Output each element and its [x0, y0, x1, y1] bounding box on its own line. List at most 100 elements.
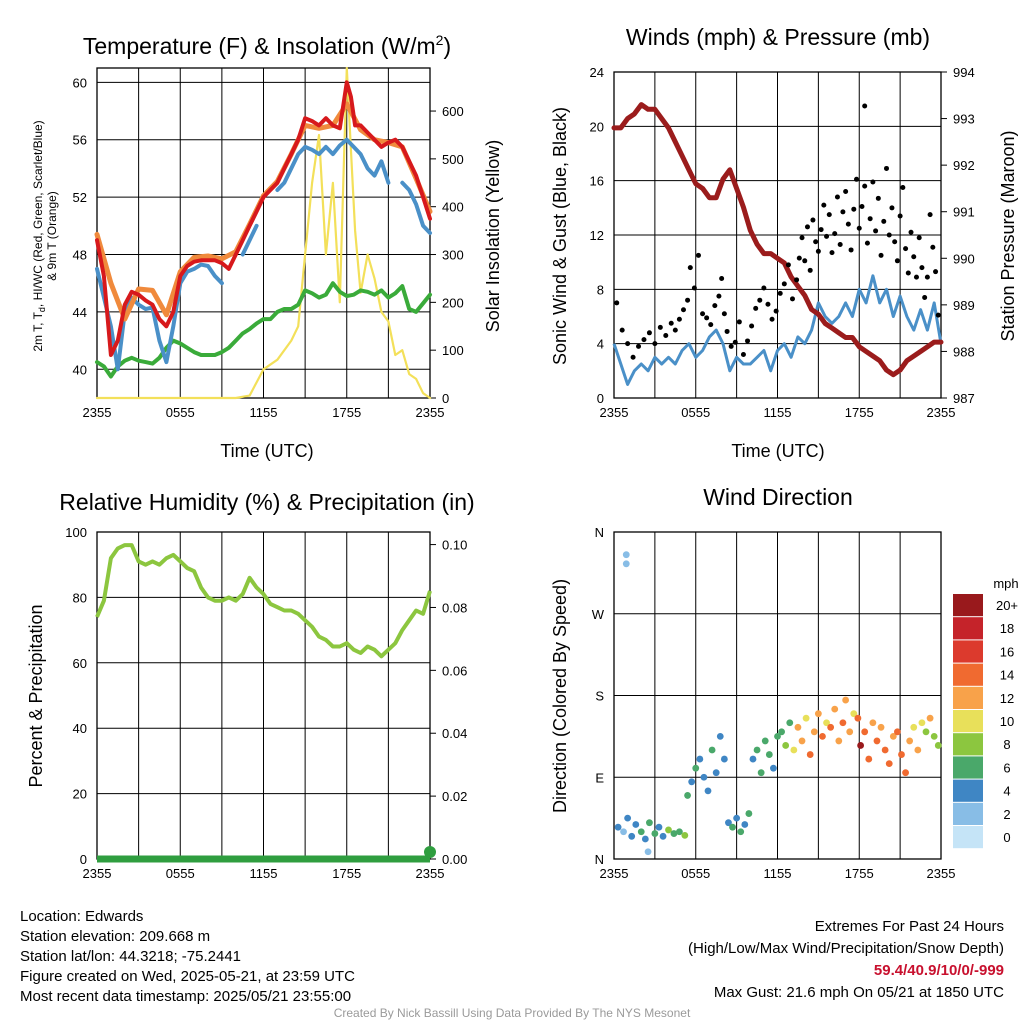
winds-x-tick: 0555: [681, 405, 710, 420]
direction-point: [681, 831, 689, 839]
direction-frame: [613, 531, 942, 860]
direction-point: [644, 848, 652, 856]
extremes-block: Extremes For Past 24 Hours (High/Low/Max…: [688, 916, 1004, 1004]
rh-x-tick: 2355: [416, 866, 445, 881]
gust-point: [897, 213, 903, 219]
winds-y-label: Sonic Wind & Gust (Blue, Black): [550, 107, 570, 365]
temperature-y2-tick: 400: [442, 200, 464, 215]
direction-y-label: Direction (Colored By Speed): [550, 579, 570, 813]
gust-point: [919, 265, 925, 271]
gust-point: [663, 333, 669, 339]
direction-point: [624, 814, 632, 822]
gust-point: [864, 240, 870, 246]
gust-point: [614, 300, 620, 306]
gust-point: [875, 195, 881, 201]
legend-swatch: [953, 710, 983, 733]
winds-y2-tick: 993: [953, 112, 975, 127]
gust-point: [676, 316, 682, 322]
direction-point: [930, 732, 938, 740]
direction-x-tick: 1155: [764, 866, 792, 881]
gust-point: [851, 206, 857, 212]
direction-point: [676, 828, 683, 836]
winds-x-tick: 2355: [600, 405, 629, 420]
recent-timestamp: Most recent data timestamp: 2025/05/21 2…: [20, 988, 352, 1005]
direction-point: [753, 746, 761, 754]
winds-x-tick: 1755: [845, 405, 874, 420]
temperature-y2-tick: 300: [442, 248, 464, 263]
winds-y2-tick: 991: [953, 205, 975, 220]
direction-point: [794, 723, 802, 731]
direction-x-tick: 2355: [927, 866, 956, 881]
gust-point: [757, 297, 763, 303]
gust-point: [908, 229, 914, 235]
direction-point: [620, 828, 627, 836]
gust-point: [712, 303, 718, 309]
gust-point: [829, 250, 835, 256]
legend-label: 6: [1003, 760, 1010, 775]
direction-point: [614, 823, 622, 831]
gust-point: [818, 227, 824, 233]
gust-point: [804, 224, 810, 230]
gust-point: [935, 312, 941, 318]
direction-point: [854, 714, 862, 722]
rh-y2-tick: 0.04: [442, 726, 467, 741]
temperature-y-tick: 56: [73, 133, 87, 148]
temperature-y-tick: 48: [73, 248, 87, 263]
gust-point: [840, 209, 846, 215]
gust-point: [781, 281, 787, 287]
gust-point: [913, 274, 919, 280]
extremes-values: 59.4/40.9/10/0/-999: [873, 962, 1004, 979]
direction-point: [869, 719, 877, 727]
rh-x-tick: 1155: [250, 866, 278, 881]
precip-end-marker: [424, 846, 436, 858]
gust-point: [826, 212, 832, 218]
direction-point: [786, 719, 794, 727]
gust-point: [862, 183, 868, 189]
direction-x-tick: 0555: [681, 866, 710, 881]
temperature-y-tick: 44: [73, 305, 87, 320]
legend-swatch: [953, 686, 983, 709]
legend-swatch: [953, 779, 983, 802]
gust-point: [687, 265, 693, 271]
rh-x-tick: 0555: [166, 866, 195, 881]
gust-point: [924, 274, 930, 280]
legend-label: 18: [1000, 621, 1014, 636]
gust-point: [911, 254, 917, 260]
legend-swatch: [953, 663, 983, 686]
direction-point: [898, 751, 905, 758]
direction-point: [749, 755, 757, 763]
direction-point: [774, 732, 781, 740]
temperature-y-label-1: 2m T, Td, HI/WC (Red, Green, Scarlet/Blu…: [31, 120, 47, 351]
legend-label: 12: [1000, 691, 1014, 706]
gust-point: [930, 244, 936, 250]
gust-point: [815, 248, 821, 254]
direction-point: [934, 742, 942, 749]
gust-point: [636, 343, 642, 349]
direction-x-tick: 2355: [600, 866, 629, 881]
legend-label: 4: [1003, 784, 1010, 799]
direction-point: [906, 737, 914, 745]
gust-point: [799, 235, 805, 241]
rh-y2-tick: 0.02: [442, 789, 467, 804]
direction-point: [861, 728, 869, 736]
gust-point: [859, 203, 865, 209]
gust-point: [796, 255, 802, 261]
direction-point: [622, 560, 630, 568]
rh-y-tick: 100: [65, 525, 87, 540]
rh-y-tick: 60: [73, 656, 87, 671]
winds-y2-tick: 994: [953, 65, 975, 80]
gust-point: [789, 296, 795, 302]
winds-y-tick: 12: [590, 228, 604, 243]
rh-x-tick: 1755: [332, 866, 361, 881]
temperature-series-sol: [95, 66, 432, 400]
gust-point: [619, 327, 625, 333]
direction-point: [720, 755, 728, 763]
gust-point: [802, 258, 808, 264]
gust-point: [761, 285, 767, 291]
gust-point: [807, 267, 813, 273]
temperature-y2-tick: 100: [442, 343, 464, 358]
direction-point: [761, 737, 769, 745]
gust-point: [856, 225, 862, 231]
station-info: Location: Edwards Station elevation: 209…: [20, 907, 355, 1007]
direction-point: [688, 778, 696, 786]
